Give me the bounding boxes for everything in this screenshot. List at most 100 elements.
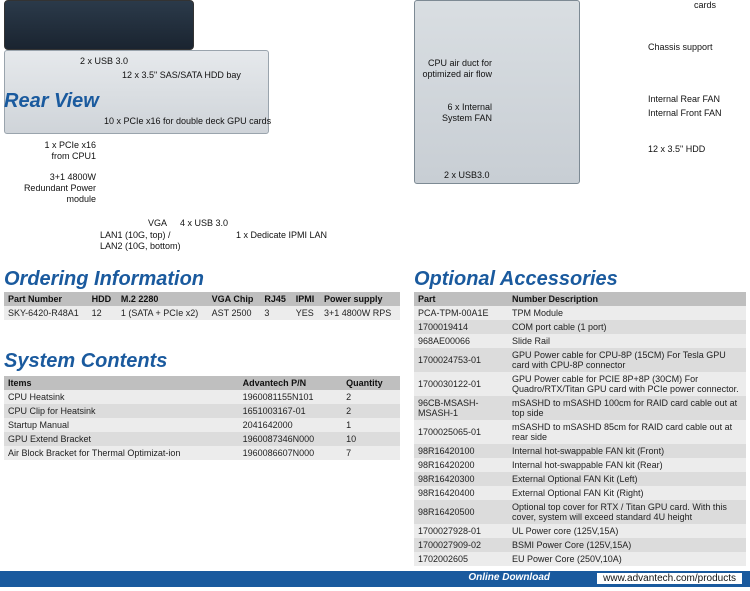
rear-pcie-cpu1-l2: from CPU1 [51, 151, 96, 161]
ordering-title: Ordering Information [4, 268, 204, 291]
table-cell: GPU Power cable for CPU-8P (15CM) For Te… [508, 348, 746, 372]
top-sysfan-l2: System FAN [442, 113, 492, 123]
table-cell: Optional top cover for RTX / Titan GPU c… [508, 500, 746, 524]
table-header: RJ45 [260, 292, 291, 306]
table-row: SKY-6420-R48A1121 (SATA + PCIe x2)AST 25… [4, 306, 400, 320]
table-cell: Internal hot-swappable FAN kit (Rear) [508, 458, 746, 472]
table-header: Part [414, 292, 508, 306]
table-row: Air Block Bracket for Thermal Optimizat-… [4, 446, 400, 460]
table-cell: 1651003167-01 [239, 404, 342, 418]
table-row: 98R16420100Internal hot-swappable FAN ki… [414, 444, 746, 458]
rear-psu-l1: 3+1 4800W [50, 172, 96, 182]
table-cell: Air Block Bracket for Thermal Optimizat-… [4, 446, 239, 460]
table-row: CPU Clip for Heatsink1651003167-012 [4, 404, 400, 418]
front-hdd-callout: 12 x 3.5" SAS/SATA HDD bay [122, 70, 241, 81]
table-row: 98R16420400External Optional FAN Kit (Ri… [414, 486, 746, 500]
table-header: M.2 2280 [117, 292, 208, 306]
table-cell: 1700025065-01 [414, 420, 508, 444]
top-chassis: Chassis support [648, 42, 713, 53]
contents-table: ItemsAdvantech P/NQuantity CPU Heatsink1… [4, 376, 400, 460]
rear-lan: LAN1 (10G, top) / LAN2 (10G, bottom) [100, 230, 181, 252]
table-row: 98R16420200Internal hot-swappable FAN ki… [414, 458, 746, 472]
front-usb-callout: 2 x USB 3.0 [80, 56, 128, 67]
table-row: 98R16420300External Optional FAN Kit (Le… [414, 472, 746, 486]
table-cell: 968AE00066 [414, 334, 508, 348]
top-usb: 2 x USB3.0 [444, 170, 490, 181]
table-row: 1700025065-01mSASHD to mSASHD 85cm for R… [414, 420, 746, 444]
table-cell: SKY-6420-R48A1 [4, 306, 88, 320]
table-row: GPU Extend Bracket1960087346N00010 [4, 432, 400, 446]
table-cell: EU Power Core (250V,10A) [508, 552, 746, 566]
table-cell: 1700027928-01 [414, 524, 508, 538]
table-header: Advantech P/N [239, 376, 342, 390]
table-cell: CPU Clip for Heatsink [4, 404, 239, 418]
rear-psu-l2: Redundant Power [24, 183, 96, 193]
footer-bar: Online Download www.advantech.com/produc… [0, 571, 750, 587]
table-cell: 96CB-MSASH-MSASH-1 [414, 396, 508, 420]
front-diagram [4, 0, 194, 50]
table-cell: 2041642000 [239, 418, 342, 432]
table-cell: PCA-TPM-00A1E [414, 306, 508, 320]
table-cell: UL Power core (125V,15A) [508, 524, 746, 538]
accessories-title: Optional Accessories [414, 268, 618, 291]
table-row: PCA-TPM-00A1ETPM Module [414, 306, 746, 320]
table-cell: YES [292, 306, 320, 320]
table-header: HDD [88, 292, 117, 306]
table-cell: 98R16420500 [414, 500, 508, 524]
table-cell: External Optional FAN Kit (Right) [508, 486, 746, 500]
table-row: Startup Manual20416420001 [4, 418, 400, 432]
table-header: Number Description [508, 292, 746, 306]
top-sysfan: 6 x Internal System FAN [414, 102, 492, 124]
table-cell: TPM Module [508, 306, 746, 320]
rear-psu: 3+1 4800W Redundant Power module [4, 172, 96, 205]
table-cell: 2 [342, 390, 400, 404]
rear-lan-l2: LAN2 (10G, bottom) [100, 241, 181, 251]
table-cell: External Optional FAN Kit (Left) [508, 472, 746, 486]
table-cell: 1960087346N000 [239, 432, 342, 446]
table-cell: Internal hot-swappable FAN kit (Front) [508, 444, 746, 458]
table-cell: COM port cable (1 port) [508, 320, 746, 334]
table-row: 968AE00066Slide Rail [414, 334, 746, 348]
rear-view-title: Rear View [4, 90, 99, 113]
table-cell: 98R16420300 [414, 472, 508, 486]
table-row: 1702002605EU Power Core (250V,10A) [414, 552, 746, 566]
table-cell: 1700030122-01 [414, 372, 508, 396]
table-cell: 2 [342, 404, 400, 418]
table-cell: 1700027909-02 [414, 538, 508, 552]
table-row: 1700024753-01GPU Power cable for CPU-8P … [414, 348, 746, 372]
rear-lan-l1: LAN1 (10G, top) / [100, 230, 171, 240]
table-header: VGA Chip [208, 292, 261, 306]
rear-pcie-cpu1-l1: 1 x PCIe x16 [44, 140, 96, 150]
table-cell: 1 (SATA + PCIe x2) [117, 306, 208, 320]
table-cell: 1960081155N101 [239, 390, 342, 404]
table-cell: mSASHD to mSASHD 100cm for RAID card cab… [508, 396, 746, 420]
top-duct-l1: CPU air duct for [428, 58, 492, 68]
table-cell: Slide Rail [508, 334, 746, 348]
ordering-table: Part NumberHDDM.2 2280VGA ChipRJ45IPMIPo… [4, 292, 400, 320]
table-cell: AST 2500 [208, 306, 261, 320]
table-row: 1700027909-02BSMI Power Core (125V,15A) [414, 538, 746, 552]
rear-psu-l3: module [66, 194, 96, 204]
rear-pcie-cpu1: 1 x PCIe x16 from CPU1 [22, 140, 96, 162]
table-cell: BSMI Power Core (125V,15A) [508, 538, 746, 552]
table-cell: 98R16420200 [414, 458, 508, 472]
accessories-table: PartNumber Description PCA-TPM-00A1ETPM … [414, 292, 746, 566]
table-header: Items [4, 376, 239, 390]
table-row: 1700030122-01GPU Power cable for PCIE 8P… [414, 372, 746, 396]
top-cards: cards [694, 0, 716, 11]
table-header: Power supply [320, 292, 400, 306]
table-cell: Startup Manual [4, 418, 239, 432]
table-cell: 1700024753-01 [414, 348, 508, 372]
table-header: Quantity [342, 376, 400, 390]
table-header: IPMI [292, 292, 320, 306]
top-sysfan-l1: 6 x Internal [447, 102, 492, 112]
table-cell: 98R16420100 [414, 444, 508, 458]
top-hdd: 12 x 3.5" HDD [648, 144, 705, 155]
table-cell: 1 [342, 418, 400, 432]
table-row: 96CB-MSASH-MSASH-1mSASHD to mSASHD 100cm… [414, 396, 746, 420]
table-cell: GPU Extend Bracket [4, 432, 239, 446]
table-cell: 3 [260, 306, 291, 320]
table-cell: CPU Heatsink [4, 390, 239, 404]
footer-label: Online Download [468, 572, 550, 583]
top-frontfan: Internal Front FAN [648, 108, 722, 119]
